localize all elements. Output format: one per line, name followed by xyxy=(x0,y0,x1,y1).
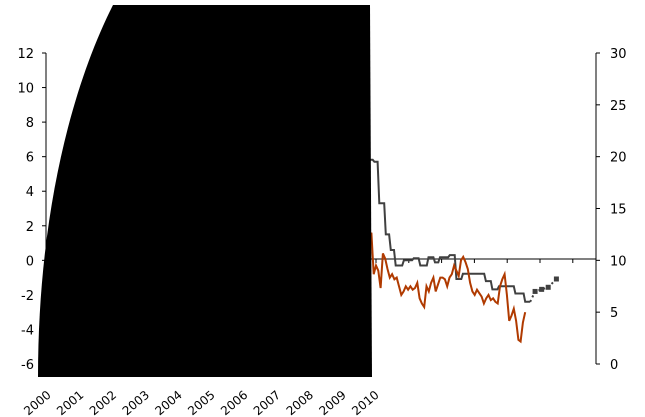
x-tick-label: 2008 xyxy=(284,388,316,417)
x-tick-label: 2002 xyxy=(87,388,119,417)
left-tick-label: -6 xyxy=(21,358,34,373)
series-marker xyxy=(545,284,551,290)
left-tick-label: 2 xyxy=(26,220,34,235)
left-tick-label: 4 xyxy=(26,185,34,200)
left-tick-label: 10 xyxy=(17,82,34,97)
right-tick-label: 30 xyxy=(610,47,627,62)
x-tick-label: 2006 xyxy=(218,388,250,417)
right-tick-label: 20 xyxy=(610,151,627,166)
right-tick-label: 5 xyxy=(610,306,618,321)
left-tick-label: -2 xyxy=(21,289,34,304)
x-tick-label: 2009 xyxy=(316,388,348,417)
x-axis-ticks: 2000 2001 2002 2003 2004 2005 2006 2007 2008 2009… xyxy=(21,388,381,417)
right-tick-label: 25 xyxy=(610,99,627,114)
right-axis-ticks: 0 5 10 15 20 25 30 xyxy=(596,47,627,373)
x-tick-label: 2005 xyxy=(185,388,217,417)
left-tick-label: -4 xyxy=(21,323,34,338)
series-marker xyxy=(553,276,559,282)
left-tick-label: 12 xyxy=(17,47,34,62)
series-marker xyxy=(539,286,545,292)
x-tick-label: 2007 xyxy=(251,388,283,417)
series-line-1 xyxy=(342,158,531,303)
right-tick-label: 10 xyxy=(610,254,627,269)
x-tick-label: 2004 xyxy=(152,388,184,417)
x-tick-label: 2001 xyxy=(54,388,86,417)
left-tick-label: 0 xyxy=(26,254,34,269)
right-tick-label: 0 xyxy=(610,358,618,373)
left-tick-label: 8 xyxy=(26,116,34,131)
x-tick-label: 2000 xyxy=(21,388,53,417)
right-tick-label: 15 xyxy=(610,203,627,218)
series-line-3 xyxy=(342,194,527,344)
series-layer xyxy=(342,158,559,344)
x-tick-label: 2003 xyxy=(120,388,152,417)
series-marker xyxy=(532,288,538,294)
x-tick-label: 2010 xyxy=(349,388,381,417)
occluder-layer xyxy=(38,5,372,377)
black-occluding-shape xyxy=(38,5,372,377)
left-tick-label: 6 xyxy=(26,151,34,166)
